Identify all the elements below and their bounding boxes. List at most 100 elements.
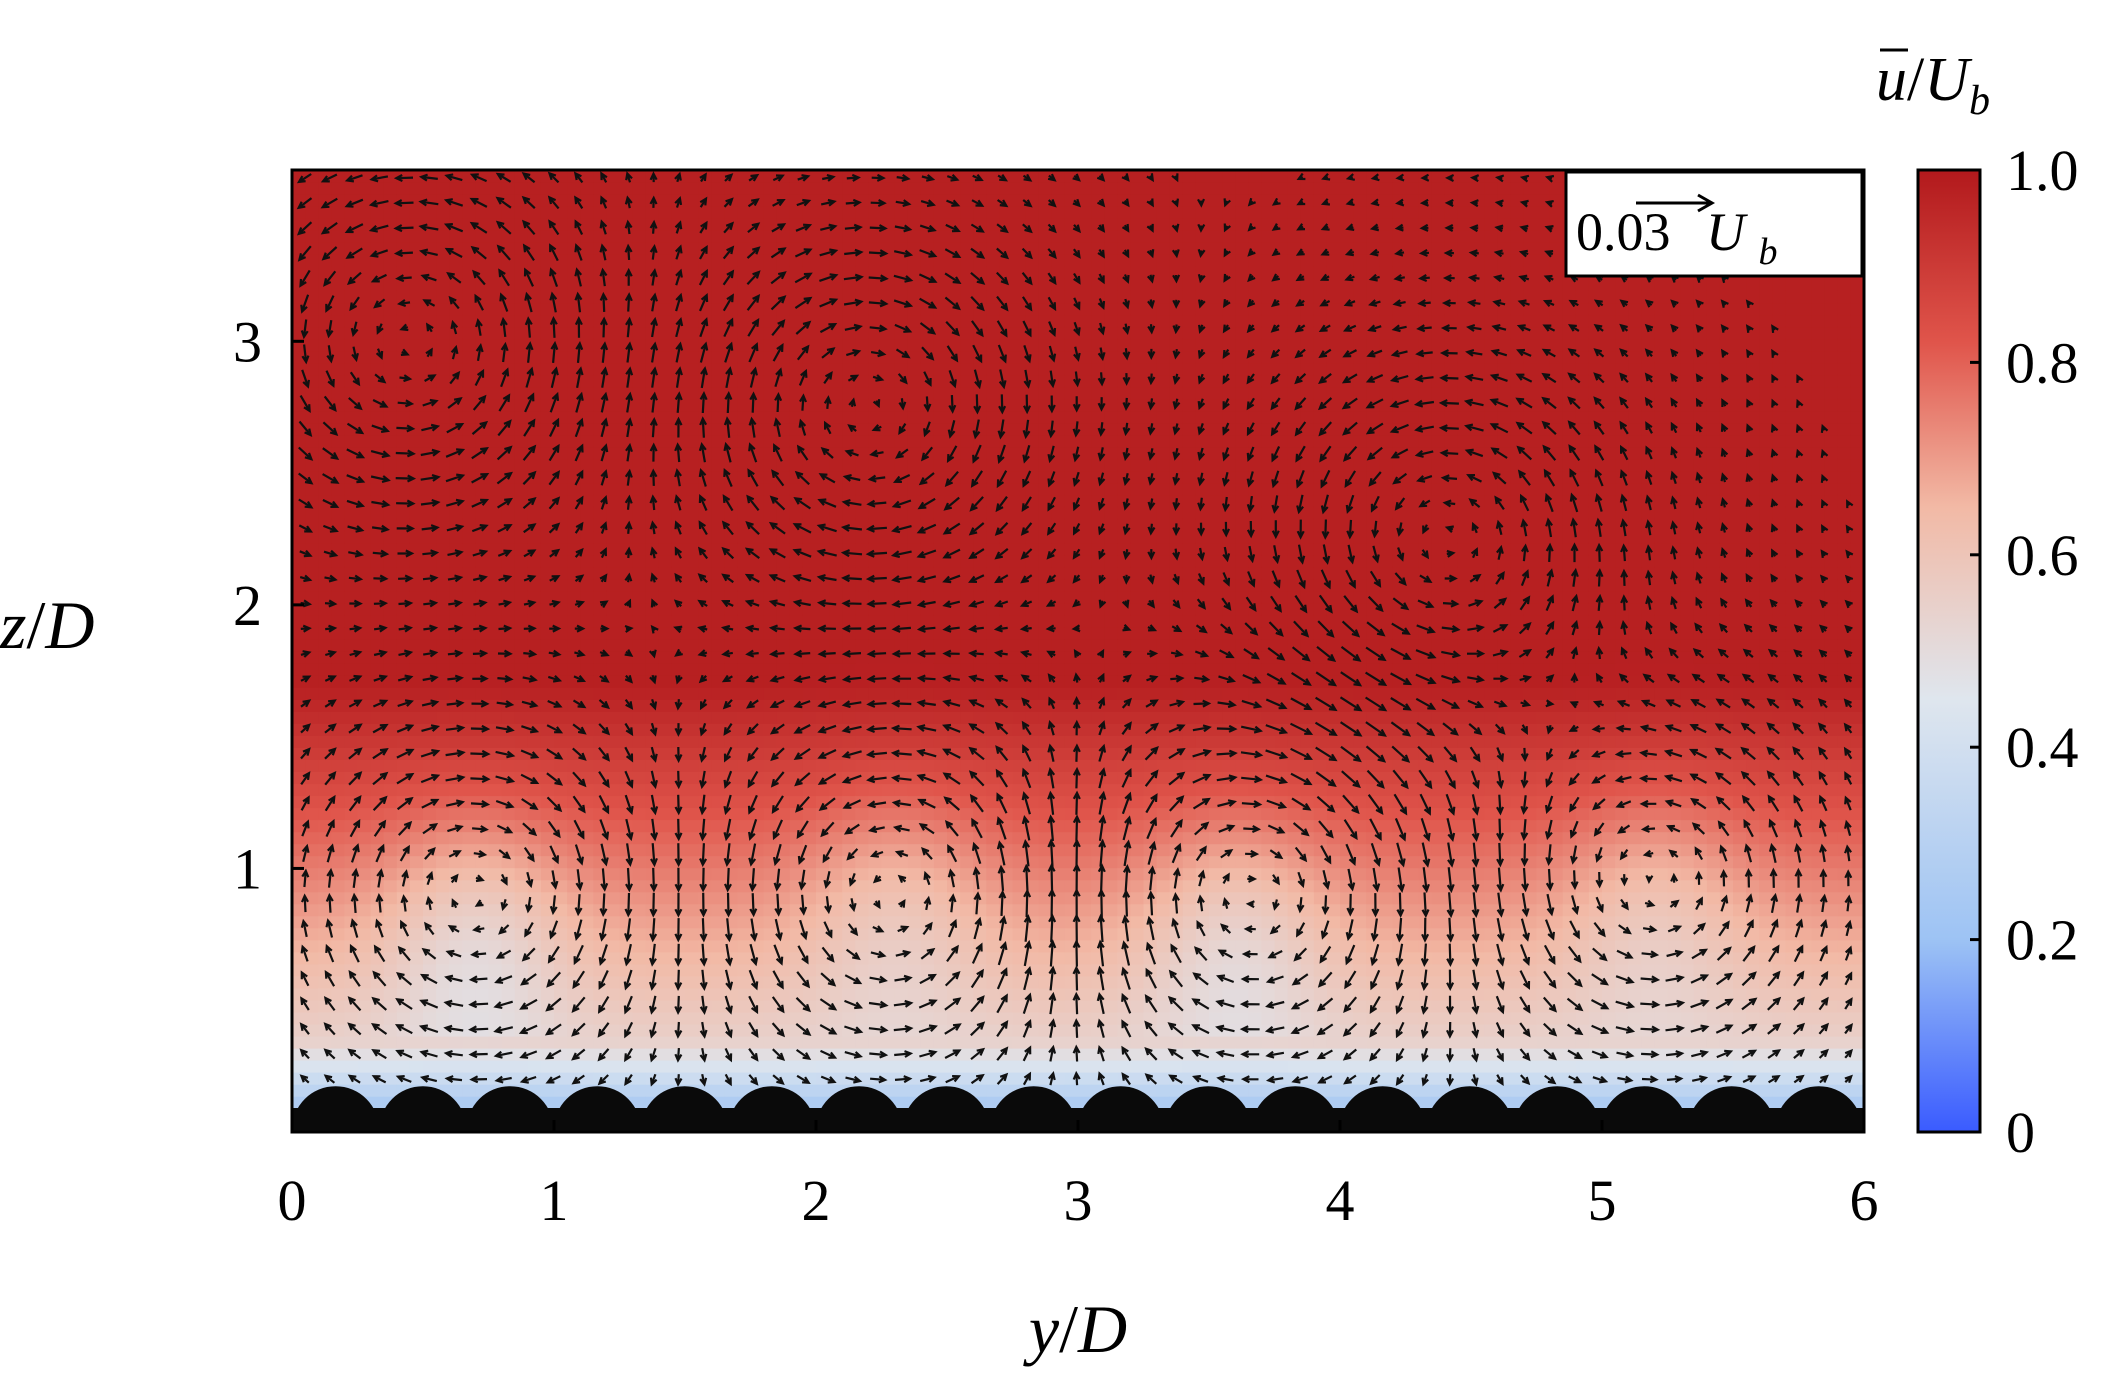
field-cell [462,518,477,532]
field-cell [816,554,830,568]
field-cell [370,338,385,352]
field-cell [829,554,843,568]
field-cell [436,807,450,821]
field-cell [907,927,922,941]
field-cell [960,939,974,953]
field-cell [383,1011,398,1025]
field-cell [331,627,346,640]
field-cell [514,771,529,785]
field-cell [318,639,333,652]
field-cell [593,182,608,195]
field-cell [933,1035,948,1049]
field-cell [383,795,398,809]
field-cell [842,963,857,977]
field-cell [409,218,424,231]
field-cell [1078,590,1092,604]
field-cell [920,434,935,448]
field-cell [658,999,673,1013]
field-cell [514,506,529,520]
field-cell [855,434,870,448]
field-cell [671,206,686,219]
field-cell [1078,182,1092,195]
field-cell [750,206,765,219]
field-cell [357,1035,372,1049]
field-cell [685,398,699,412]
field-cell [514,711,529,724]
field-cell [894,410,909,424]
field-cell [436,747,450,760]
field-cell [318,903,333,917]
field-cell [540,795,555,809]
field-cell [933,374,948,388]
field-cell [318,290,333,304]
field-cell [606,651,621,664]
field-cell [763,951,778,965]
field-cell [331,987,346,1001]
field-cell [645,663,660,676]
field-cell [409,795,424,809]
field-cell [436,903,450,917]
field-cell [527,1047,542,1061]
field-cell [881,230,896,243]
field-cell [409,891,424,905]
field-cell [305,350,319,364]
field-cell [960,687,974,700]
field-cell [357,506,372,520]
field-cell [292,266,306,279]
field-cell [829,891,843,905]
field-cell [933,663,948,676]
field-cell [514,663,529,676]
field-cell [698,891,712,905]
field-cell [881,398,896,412]
field-cell [658,614,673,628]
field-cell [1104,855,1119,869]
field-cell [763,290,778,304]
field-cell [423,278,437,291]
field-cell [475,206,490,219]
field-cell [305,266,319,279]
field-cell [632,362,647,376]
field-cell [449,458,464,472]
field-cell [907,639,922,652]
field-cell [881,699,896,712]
field-cell [331,314,346,328]
field-cell [1104,903,1119,917]
field-cell [881,170,896,183]
field-cell [554,398,568,412]
field-cell [960,566,974,580]
field-cell [527,687,542,700]
field-cell [685,482,699,496]
field-cell [632,975,647,989]
field-cell [632,1083,647,1097]
field-cell [331,843,346,857]
field-cell [933,1071,948,1085]
field-cell [973,410,988,424]
field-cell [658,783,673,797]
field-cell [1051,554,1066,568]
field-cell [357,218,372,231]
field-cell [960,338,974,352]
field-cell [475,1023,490,1037]
field-cell [868,338,883,352]
field-cell [881,675,896,688]
field-cell [436,482,450,496]
field-cell [960,903,974,917]
field-cell [344,422,359,436]
field-cell [357,903,372,917]
field-cell [881,735,896,748]
field-cell [763,506,778,520]
field-cell [370,1083,385,1097]
field-cell [632,963,647,977]
field-cell [370,482,385,496]
field-cell [449,506,464,520]
field-cell [894,1095,909,1109]
field-cell [829,530,843,544]
field-cell [475,663,490,676]
field-cell [292,518,306,532]
field-cell [881,362,896,376]
field-cell [829,506,843,520]
field-cell [514,627,529,640]
field-cell [318,951,333,965]
field-cell [1091,230,1105,243]
field-cell [894,639,909,652]
